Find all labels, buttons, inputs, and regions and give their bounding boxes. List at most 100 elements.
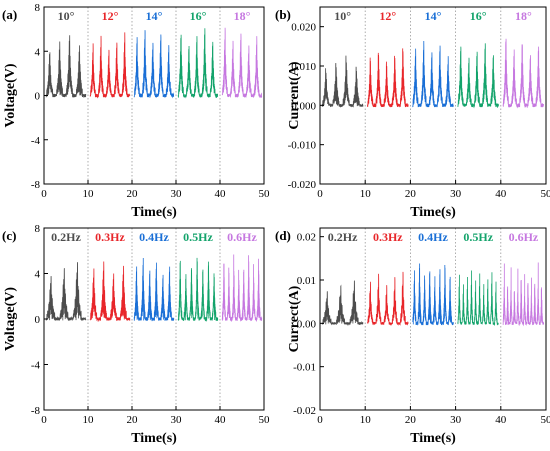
segment-annotation: 0.2Hz: [51, 230, 81, 244]
series-line-0.5Hz: [457, 270, 499, 327]
series-line-12°: [89, 32, 131, 99]
series-line-12°: [367, 48, 409, 108]
x-axis-label: Time(s): [410, 205, 456, 220]
x-tick-label: 0: [317, 414, 323, 426]
x-tick-label: 40: [495, 188, 507, 200]
segment-annotation: 14°: [146, 9, 163, 23]
y-tick-label: -4: [31, 135, 41, 147]
y-tick-label: -0.01: [293, 362, 316, 374]
y-tick-label: 8: [35, 2, 41, 14]
y-tick-label: -0.02: [293, 405, 316, 417]
segment-annotation: 0.4Hz: [139, 230, 169, 244]
x-tick-label: 20: [127, 414, 139, 426]
y-tick-label: -0.010: [288, 140, 317, 152]
series-line-0.2Hz: [321, 280, 364, 326]
panel-label: (d): [275, 228, 291, 243]
x-tick-label: 30: [171, 188, 183, 200]
y-tick-label: 4: [35, 46, 41, 58]
y-tick-label: -0.020: [288, 179, 317, 191]
x-axis-label: Time(s): [131, 431, 177, 446]
segment-annotation: 0.5Hz: [183, 230, 213, 244]
y-axis-label: Voltage(V): [3, 63, 18, 127]
x-tick-label: 20: [127, 188, 139, 200]
panel-label: (b): [275, 7, 291, 22]
segment-annotation: 0.2Hz: [328, 230, 358, 244]
y-tick-label: 0.02: [297, 232, 316, 244]
x-tick-label: 30: [450, 188, 462, 200]
series-line-10°: [45, 35, 87, 99]
y-tick-label: 0: [35, 91, 41, 103]
x-tick-label: 10: [83, 414, 95, 426]
segment-annotation: 18°: [234, 9, 251, 23]
y-tick-label: -4: [31, 360, 41, 372]
y-tick-label: -8: [31, 179, 41, 191]
panel-a: 0 10 20 30 40 50 -8 -4 0 4 8 Time(s) Voltage(V) (a) 10…: [2, 2, 270, 220]
x-tick-label: 50: [259, 414, 271, 426]
x-tick-label: 20: [405, 188, 417, 200]
y-tick-label: 0.00: [297, 318, 317, 330]
series-line-18°: [221, 27, 263, 99]
segment-annotation: 12°: [102, 9, 119, 23]
series-line-0.6Hz: [502, 262, 545, 327]
series-line-0.5Hz: [177, 257, 219, 322]
series-line-0.4Hz: [133, 258, 175, 322]
y-axis-label: Currect(A): [287, 285, 302, 352]
x-tick-label: 40: [215, 414, 227, 426]
segment-annotation: 10°: [334, 9, 351, 23]
x-tick-label: 10: [360, 414, 372, 426]
x-tick-label: 10: [360, 188, 372, 200]
plot-frame: [43, 6, 265, 185]
x-tick-label: 50: [541, 414, 550, 426]
series-line-0.2Hz: [45, 262, 87, 322]
series-line-0.3Hz: [89, 261, 131, 323]
y-axis-label: Current(A): [287, 61, 302, 130]
x-axis-label: Time(s): [410, 431, 456, 446]
segment-annotation: 18°: [515, 9, 532, 23]
segment-annotation: 10°: [58, 9, 75, 23]
x-tick-label: 0: [317, 188, 323, 200]
series-line-18°: [502, 38, 544, 109]
y-tick-label: 0: [35, 314, 41, 326]
y-tick-label: 0.000: [291, 100, 316, 112]
y-tick-label: 0.010: [291, 61, 316, 73]
y-axis-label: Voltage(V): [3, 287, 18, 351]
segment-annotation: 16°: [470, 9, 487, 23]
series-line-10°: [321, 55, 364, 108]
y-tick-label: -8: [31, 405, 41, 417]
segment-annotation: 0.3Hz: [373, 230, 403, 244]
x-tick-label: 30: [450, 414, 462, 426]
segment-annotation: 0.5Hz: [463, 230, 493, 244]
segment-annotation: 0.6Hz: [509, 230, 539, 244]
segment-annotation: 0.3Hz: [95, 230, 125, 244]
x-tick-label: 40: [495, 414, 507, 426]
plot-frame: [319, 6, 547, 185]
segment-annotation: 16°: [190, 9, 207, 23]
y-tick-label: 8: [35, 223, 41, 235]
y-tick-label: 4: [35, 269, 41, 281]
x-tick-label: 0: [41, 414, 47, 426]
segment-annotation: 14°: [425, 9, 442, 23]
x-tick-label: 20: [405, 414, 417, 426]
series-line-16°: [457, 43, 499, 109]
y-tick-label: 0.01: [297, 275, 316, 287]
panel-d: 0 10 20 30 40 50 -0.02 -0.01 0.00 0.01 0.02 Time(s)…: [275, 227, 550, 446]
x-tick-label: 40: [215, 188, 227, 200]
y-tick-label: 0.020: [291, 22, 316, 34]
panel-c: 0 10 20 30 40 50 -8 -4 0 4 8 Time(s) Voltage(V) (c) 0.…: [2, 223, 270, 446]
panel-b: 0 10 20 30 40 50 -0.020 -0.010 0.000 0.010 0.020 Ti…: [275, 6, 550, 220]
x-tick-label: 0: [41, 188, 47, 200]
plot-frame: [319, 227, 547, 411]
x-tick-label: 50: [541, 188, 550, 200]
x-tick-label: 30: [171, 414, 183, 426]
panel-label: (a): [2, 7, 17, 22]
segment-annotation: 12°: [379, 9, 396, 23]
x-axis-label: Time(s): [131, 205, 177, 220]
series-line-0.4Hz: [412, 263, 454, 326]
series-line-14°: [133, 30, 175, 99]
x-tick-label: 50: [259, 188, 271, 200]
panel-label: (c): [2, 228, 16, 243]
x-tick-label: 10: [83, 188, 95, 200]
segment-annotation: 0.6Hz: [227, 230, 257, 244]
series-line-14°: [412, 40, 454, 108]
